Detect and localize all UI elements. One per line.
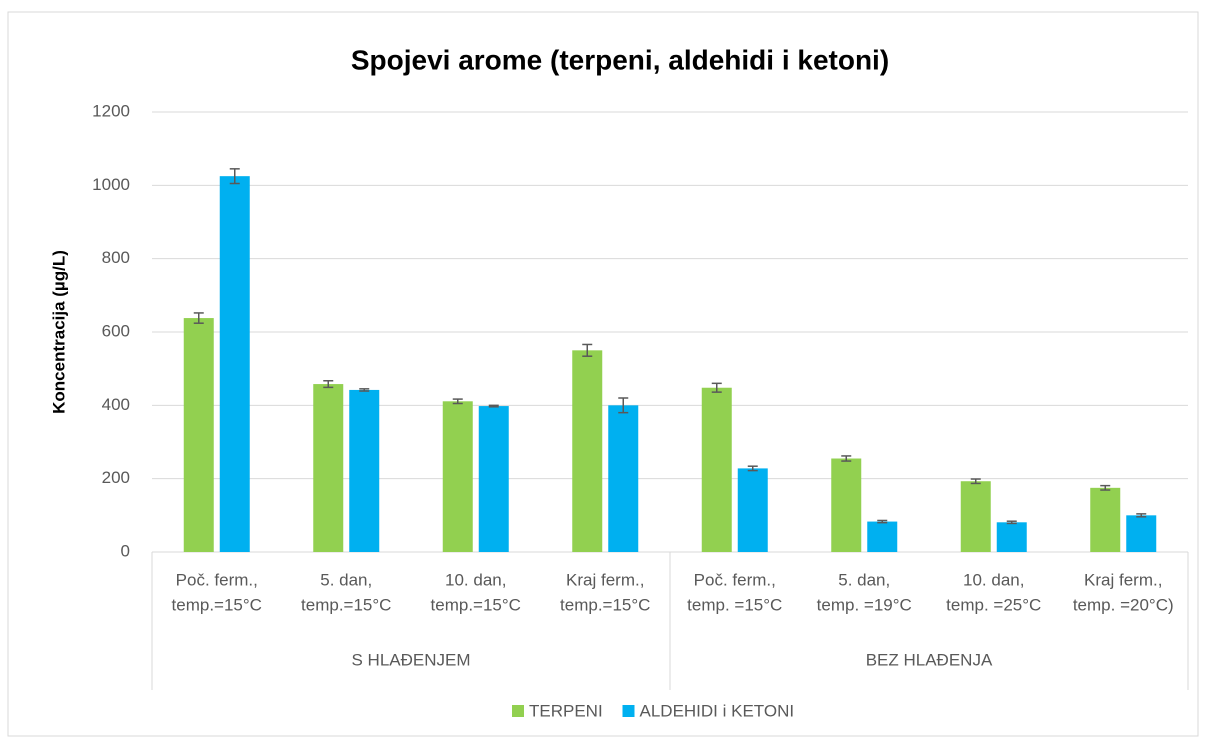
- error-bar: [582, 343, 593, 357]
- x-tick-label: 5. dan,: [838, 570, 890, 589]
- bar: [313, 384, 344, 552]
- x-tick-label: 5. dan,: [320, 570, 372, 589]
- error-bar: [970, 478, 981, 485]
- bar: [572, 350, 603, 552]
- x-tick-label: temp. =19°C: [817, 595, 912, 614]
- error-bar: [488, 404, 499, 408]
- x-tick-label: temp.=15°C: [301, 595, 391, 614]
- bar: [701, 387, 732, 552]
- x-tick-label: Kraj ferm.,: [1084, 570, 1162, 589]
- error-bar: [618, 397, 629, 414]
- error-bar: [747, 465, 758, 472]
- bar: [960, 481, 991, 552]
- bar: [996, 522, 1027, 552]
- bar: [219, 176, 250, 552]
- x-tick-label: 10. dan,: [963, 570, 1024, 589]
- group-label: S HLAĐENJEM: [351, 650, 470, 669]
- y-tick-label: 200: [102, 468, 130, 487]
- bar: [183, 318, 214, 552]
- bar: [737, 468, 768, 552]
- bar: [1090, 487, 1121, 552]
- bar: [349, 389, 380, 552]
- x-tick-label: Poč. ferm.,: [694, 570, 776, 589]
- error-bar: [841, 455, 852, 462]
- y-tick-label: 1200: [92, 101, 130, 120]
- bar: [478, 406, 509, 552]
- x-tick-label: temp.=15°C: [560, 595, 650, 614]
- x-tick-label: 10. dan,: [445, 570, 506, 589]
- bar: [608, 405, 639, 552]
- bar: [1126, 515, 1157, 552]
- x-tick-label: temp. =15°C: [687, 595, 782, 614]
- y-tick-label: 0: [121, 541, 130, 560]
- x-tick-label: temp. =25°C: [946, 595, 1041, 614]
- x-tick-label: temp. =20°C): [1073, 595, 1174, 614]
- error-bar: [1006, 520, 1017, 525]
- error-bar: [711, 382, 722, 393]
- bar: [442, 401, 473, 552]
- y-tick-label: 1000: [92, 175, 130, 194]
- error-bar: [359, 388, 370, 392]
- group-label: BEZ HLAĐENJA: [866, 650, 993, 669]
- legend-swatch: [622, 705, 635, 717]
- legend-label: ALDEHIDI i KETONI: [640, 701, 795, 720]
- x-tick-label: temp.=15°C: [431, 595, 521, 614]
- legend-label: TERPENI: [529, 701, 603, 720]
- error-bar: [323, 380, 334, 389]
- bar: [867, 521, 898, 552]
- y-axis-label: Koncentracija (µg/L): [49, 250, 68, 414]
- error-bar: [877, 519, 888, 524]
- x-tick-label: temp.=15°C: [172, 595, 262, 614]
- y-tick-label: 400: [102, 395, 130, 414]
- error-bar: [193, 312, 204, 324]
- bar: [831, 458, 862, 552]
- error-bar: [1136, 513, 1147, 518]
- y-tick-label: 800: [102, 248, 130, 267]
- x-tick-label: Poč. ferm.,: [176, 570, 258, 589]
- y-tick-label: 600: [102, 321, 130, 340]
- legend-swatch: [512, 705, 524, 717]
- x-tick-label: Kraj ferm.,: [566, 570, 644, 589]
- error-bar: [229, 168, 240, 185]
- error-bar: [452, 398, 463, 405]
- chart-title: Spojevi arome (terpeni, aldehidi i keton…: [351, 44, 889, 75]
- error-bar: [1100, 484, 1111, 491]
